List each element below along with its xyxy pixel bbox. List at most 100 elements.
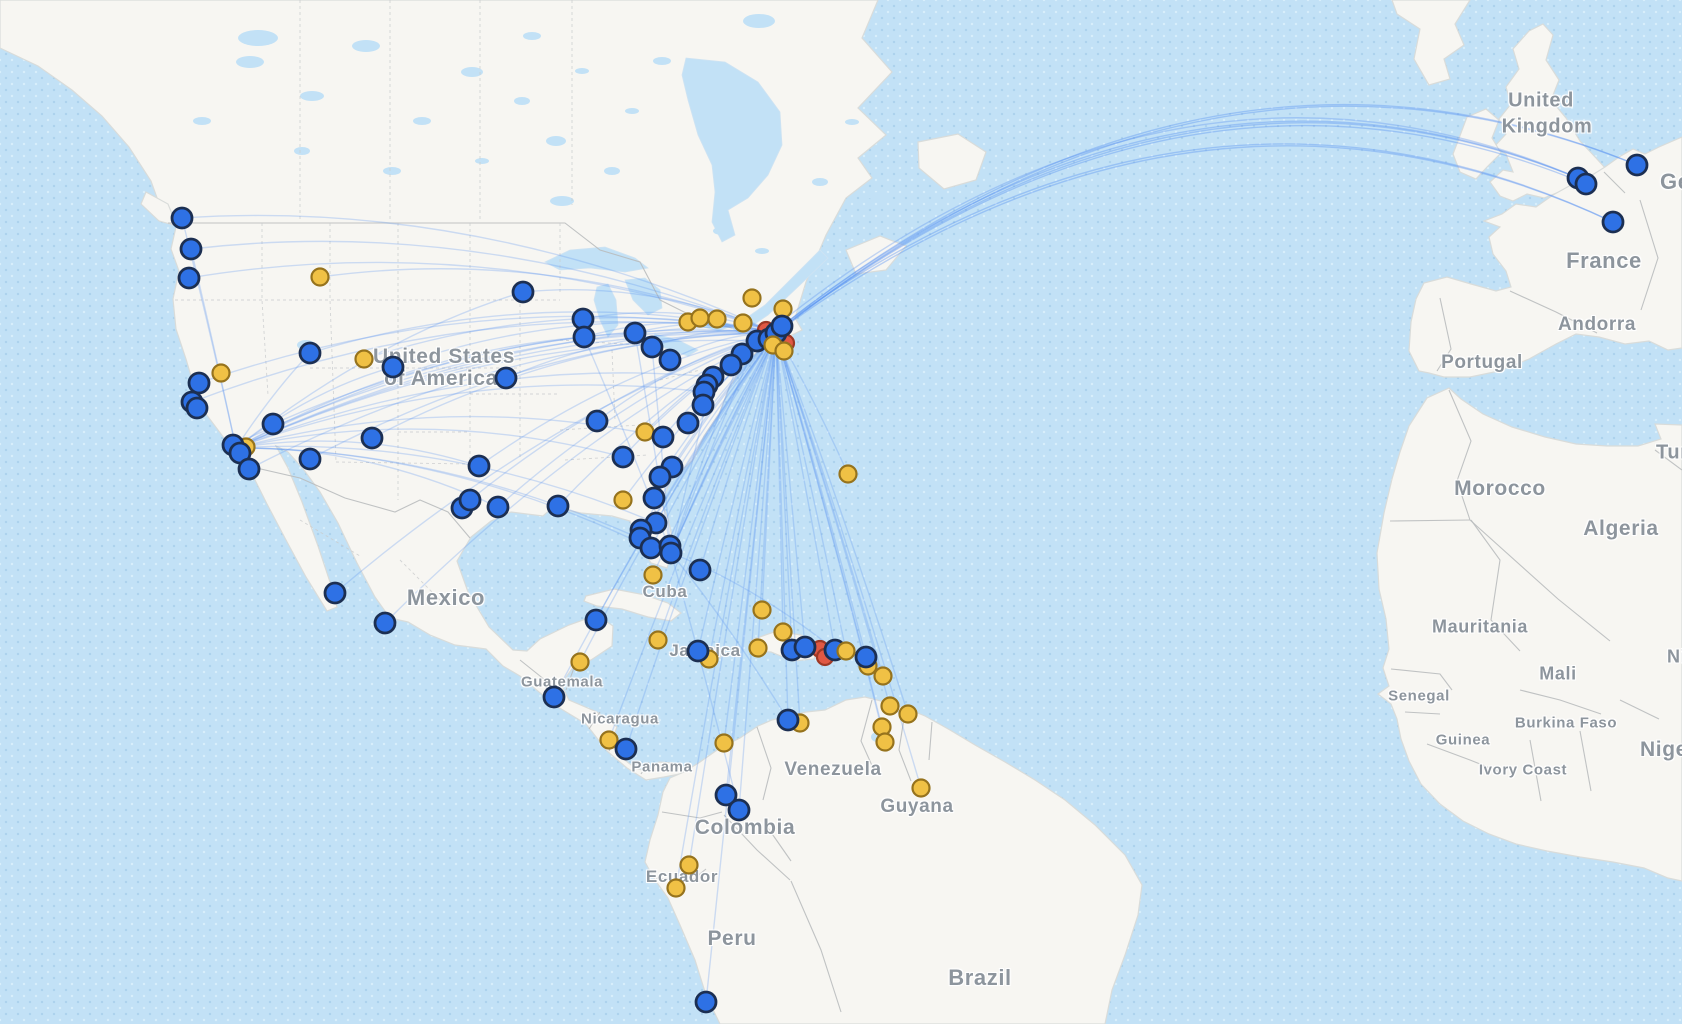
route-arc <box>334 332 777 594</box>
route-arc <box>699 332 777 571</box>
lake <box>352 40 380 52</box>
lake <box>691 551 703 555</box>
route-arc <box>235 384 705 449</box>
landmass <box>1376 387 1682 882</box>
lake <box>413 117 431 125</box>
lake <box>871 732 883 742</box>
lake <box>812 178 828 186</box>
route-arc <box>670 353 743 554</box>
country-border <box>1603 171 1626 194</box>
route-arc <box>235 372 714 449</box>
country-border <box>1426 743 1501 773</box>
route-arc <box>775 332 784 633</box>
water-body <box>593 283 619 338</box>
route-arc <box>235 440 480 467</box>
state-border <box>659 369 701 381</box>
country-border <box>1579 730 1592 792</box>
route-arc <box>235 331 777 449</box>
route-arc <box>235 447 652 549</box>
country-border <box>1404 711 1441 715</box>
route-arc <box>775 332 806 648</box>
route-arc <box>190 240 777 334</box>
landmass <box>917 133 987 190</box>
lake <box>743 14 775 28</box>
country-border <box>640 761 650 775</box>
route-arc <box>723 332 777 744</box>
state-border <box>335 461 471 465</box>
lake <box>546 136 566 146</box>
lake <box>297 340 315 350</box>
country-border <box>1448 389 1472 521</box>
route-arc <box>670 332 777 554</box>
route-arc <box>775 122 1579 334</box>
route-arc <box>775 332 789 721</box>
country-border <box>860 699 875 771</box>
route-arc <box>478 332 777 467</box>
route-arc <box>371 332 777 439</box>
route-arc <box>708 332 777 660</box>
state-border <box>564 454 649 461</box>
lake <box>604 167 620 175</box>
lake <box>755 248 769 254</box>
route-arc <box>761 332 777 611</box>
country-border <box>1519 689 1602 715</box>
country-border <box>1619 699 1660 720</box>
lake <box>717 580 727 584</box>
lake <box>845 119 859 125</box>
lake <box>575 68 589 74</box>
route-arc <box>181 214 777 334</box>
landmass <box>1391 0 1471 86</box>
country-border <box>1654 449 1682 471</box>
route-arc <box>655 332 777 524</box>
route-arc <box>775 332 884 677</box>
country-border <box>1436 297 1452 372</box>
country-border <box>1390 668 1453 691</box>
lake <box>461 67 483 77</box>
lake <box>550 196 574 206</box>
lake <box>514 97 530 105</box>
route-arc <box>625 332 777 750</box>
route-arc <box>670 552 789 721</box>
route-arc <box>232 330 777 446</box>
landmass <box>1452 108 1502 180</box>
country-border <box>1469 519 1611 642</box>
route-arc <box>697 332 777 652</box>
lake <box>294 147 310 155</box>
state-border <box>329 223 337 463</box>
route-arc <box>781 103 1638 327</box>
country-border <box>767 827 792 862</box>
route-arc <box>595 332 777 621</box>
landmass <box>1489 23 1607 202</box>
country-border <box>898 711 912 782</box>
lake <box>475 158 489 164</box>
country-border <box>928 721 933 761</box>
country-border <box>1470 519 1521 652</box>
route-arc <box>781 120 1579 327</box>
route-arc <box>781 143 1614 327</box>
landmass <box>845 235 907 275</box>
route-arc <box>235 339 758 449</box>
route-arc <box>705 332 777 1003</box>
route-arc <box>738 332 777 811</box>
route-arc <box>775 332 847 652</box>
country-border <box>723 814 791 881</box>
route-arc <box>235 445 657 524</box>
lake <box>867 192 893 200</box>
route-arc <box>775 332 801 724</box>
route-arc <box>657 332 777 641</box>
water-body <box>681 57 783 243</box>
water-body <box>544 246 649 273</box>
route-arc <box>272 329 777 425</box>
route-arc <box>608 332 777 741</box>
country-border <box>1389 519 1471 522</box>
country-border <box>1639 199 1659 311</box>
country-border <box>251 466 471 539</box>
route-arc <box>725 332 777 796</box>
route-arc <box>775 332 909 715</box>
route-arc <box>188 261 777 334</box>
lake <box>713 227 731 235</box>
landmass <box>644 696 1143 1024</box>
lake <box>523 32 541 40</box>
